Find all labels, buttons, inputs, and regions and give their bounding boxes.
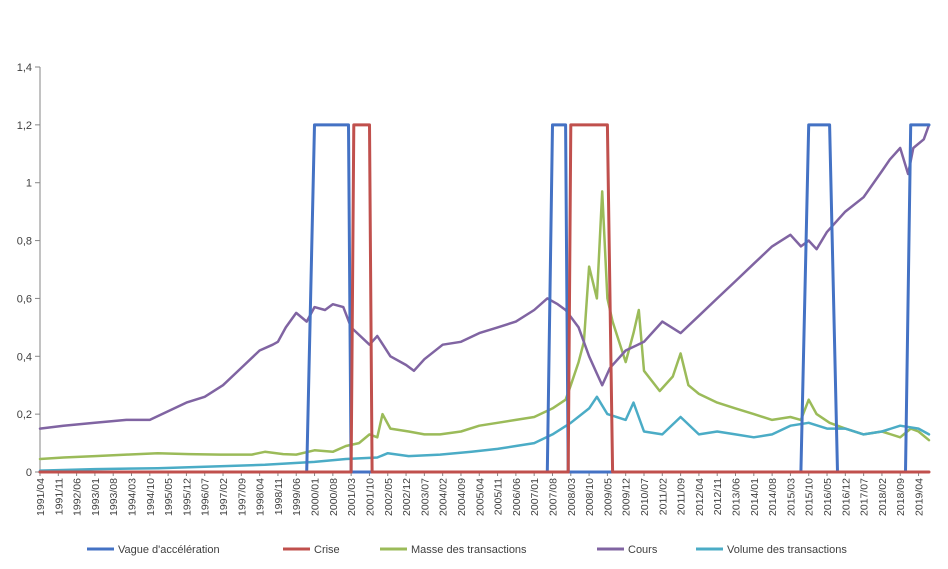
legend-label: Masse des transactions <box>411 544 527 556</box>
legend-label: Vague d'accélération <box>118 544 220 556</box>
x-tick-label: 1998/11 <box>273 478 285 515</box>
x-tick-label: 2002/12 <box>401 478 413 516</box>
x-tick-label: 2014/01 <box>749 478 761 516</box>
x-tick-label: 1992/06 <box>72 478 84 516</box>
x-tick-label: 2004/02 <box>438 478 450 516</box>
y-tick-label: 0,2 <box>17 409 32 421</box>
series-line-masse-des-transactions <box>38 190 931 461</box>
x-tick-label: 2019/04 <box>914 478 926 516</box>
x-tick-label: 2009/05 <box>602 478 614 516</box>
legend-label: Crise <box>314 544 340 556</box>
x-tick-label: 1996/07 <box>200 478 212 516</box>
x-tick-label: 2002/05 <box>383 478 395 516</box>
x-tick-label: 1999/06 <box>291 478 303 516</box>
x-tick-label: 2012/11 <box>712 478 724 515</box>
x-tick-label: 2007/08 <box>547 478 559 516</box>
x-tick-label: 1998/04 <box>255 478 267 516</box>
x-tick-label: 2001/03 <box>346 478 358 516</box>
x-tick-label: 2018/09 <box>895 478 907 516</box>
x-tick-label: 2003/07 <box>419 478 431 516</box>
series-line-crise <box>38 123 931 474</box>
x-tick-label: 2014/08 <box>767 478 779 516</box>
x-tick-label: 2018/02 <box>877 478 889 516</box>
x-tick-label: 2011/02 <box>657 478 669 515</box>
x-tick-label: 2009/12 <box>621 478 633 516</box>
legend: Vague d'accélération Crise Masse des trans… <box>87 544 847 556</box>
y-tick-label: 1,2 <box>17 120 32 132</box>
x-tick-label: 1995/12 <box>181 478 193 516</box>
x-tick-label: 2000/01 <box>310 478 322 516</box>
x-tick-label: 2008/10 <box>584 478 596 516</box>
x-tick-label: 2005/11 <box>493 478 505 515</box>
x-tick-label: 2004/09 <box>456 478 468 516</box>
x-tick-label: 2015/03 <box>785 478 797 516</box>
series-line-cours <box>38 123 931 430</box>
x-tick-label: 2008/03 <box>566 478 578 516</box>
x-tick-label: 2013/06 <box>731 478 743 516</box>
x-tick-label: 2001/10 <box>364 478 376 516</box>
legend-label: Volume des transactions <box>727 544 847 556</box>
x-tick-label: 2012/04 <box>694 478 706 516</box>
x-tick-label: 1993/08 <box>108 478 120 516</box>
x-tick-label: 2016/12 <box>840 478 852 516</box>
x-tick-label: 1991/11 <box>53 478 65 515</box>
x-tick-label: 1997/02 <box>218 478 230 516</box>
x-tick-label: 1997/09 <box>236 478 248 516</box>
x-tick-label: 2000/08 <box>328 478 340 516</box>
x-tick-label: 2015/10 <box>804 478 816 516</box>
series-layer <box>38 123 931 474</box>
y-tick-label: 0,8 <box>17 236 32 248</box>
x-tick-label: 1991/04 <box>35 478 47 516</box>
x-tick-label: 1994/10 <box>145 478 157 516</box>
x-tick-label: 2010/07 <box>639 478 651 516</box>
x-tick-label: 2005/04 <box>474 478 486 516</box>
axes: 0 0,2 0,4 0,6 0,8 1 1,2 1,4 1991/04 1991/11 1992/0… <box>17 62 929 516</box>
x-tick-label: 1995/05 <box>163 478 175 516</box>
x-tick-label: 2011/09 <box>676 478 688 515</box>
y-tick-label: 1,4 <box>17 62 32 74</box>
x-tick-label: 2016/05 <box>822 478 834 516</box>
x-tick-label: 2007/01 <box>529 478 541 516</box>
x-tick-label: 1993/01 <box>90 478 102 516</box>
x-tick-label: 1994/03 <box>127 478 139 516</box>
y-tick-label: 0 <box>26 467 32 479</box>
y-tick-label: 1 <box>26 178 32 190</box>
series-line-volume-des-transactions <box>38 395 931 472</box>
legend-label: Cours <box>628 544 658 556</box>
y-tick-label: 0,4 <box>17 351 32 363</box>
x-tick-label: 2006/06 <box>511 478 523 516</box>
x-tick-label: 2017/07 <box>859 478 871 516</box>
y-tick-label: 0,6 <box>17 293 32 305</box>
